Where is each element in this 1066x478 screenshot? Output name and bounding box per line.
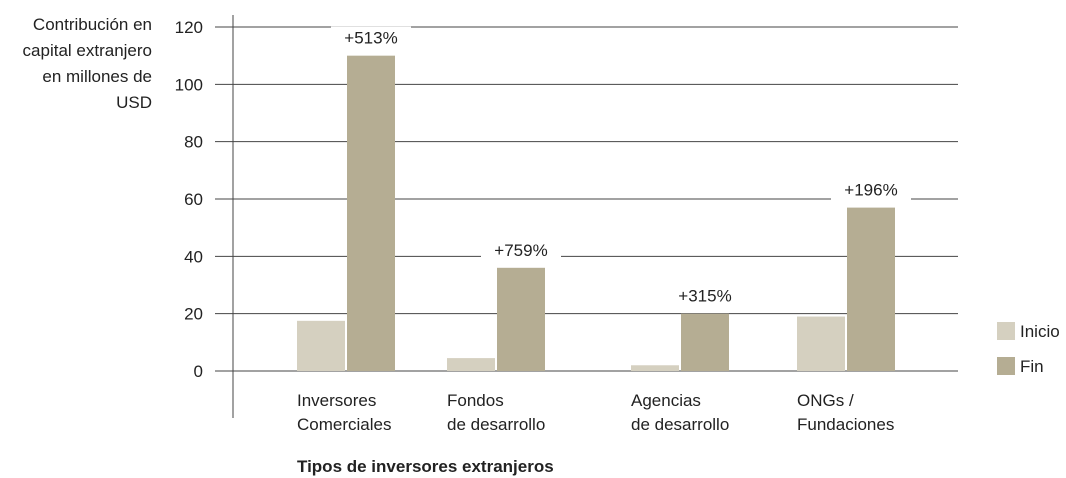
annotation-bg <box>831 178 911 201</box>
x-tick-label: Inversores Comerciales <box>297 391 391 434</box>
y-tick-label: 120 <box>175 18 203 37</box>
legend-label: Inicio <box>1020 322 1060 341</box>
annotation: +315% <box>678 287 731 306</box>
annotation-bg <box>481 238 561 261</box>
annotation-bg <box>331 26 411 49</box>
x-tick-label: Fondos de desarrollo <box>447 391 545 434</box>
bar <box>297 320 345 371</box>
bar <box>447 358 495 371</box>
y-tick-label: 60 <box>184 190 203 209</box>
bar <box>681 313 729 371</box>
bar <box>847 207 895 371</box>
y-tick-label: 80 <box>184 133 203 152</box>
legend-label: Fin <box>1020 357 1044 376</box>
y-tick-label: 20 <box>184 305 203 324</box>
y-tick-label: 40 <box>184 247 203 266</box>
x-tick-label: ONGs / Fundaciones <box>797 391 894 434</box>
bar <box>631 365 679 371</box>
annotation: +513% <box>344 29 397 48</box>
annotation: +759% <box>494 241 547 260</box>
legend-swatch <box>997 322 1015 340</box>
annotation: +196% <box>844 181 897 200</box>
y-axis-title: Contribución en capital extranjero en mill… <box>23 15 152 112</box>
bar <box>347 55 395 372</box>
bar <box>797 316 845 371</box>
annotation-bg <box>665 284 745 307</box>
x-axis-title: Tipos de inversores extranjeros <box>297 457 554 476</box>
y-tick-label: 100 <box>175 75 203 94</box>
legend-swatch <box>997 357 1015 375</box>
x-tick-label: Agencias de desarrollo <box>631 391 729 434</box>
y-tick-label: 0 <box>194 362 203 381</box>
bar <box>497 267 545 371</box>
